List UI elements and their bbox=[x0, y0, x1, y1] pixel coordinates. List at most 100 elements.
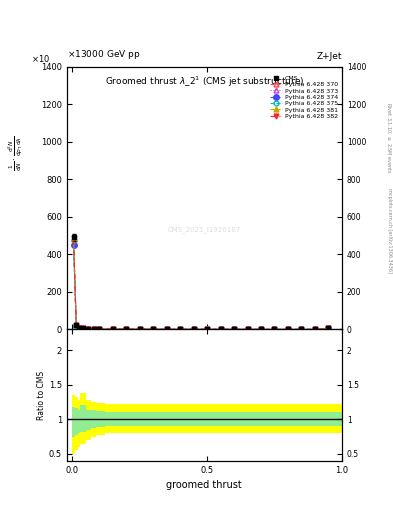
Pythia 6.428 374 bbox=[259, 326, 263, 332]
Pythia 6.428 375 bbox=[245, 326, 250, 332]
Pythia 6.428 374 bbox=[178, 326, 182, 332]
Pythia 6.428 370 bbox=[86, 326, 91, 332]
Pythia 6.428 382 bbox=[286, 326, 290, 332]
Pythia 6.428 381 bbox=[205, 326, 209, 332]
Pythia 6.428 374 bbox=[231, 326, 236, 332]
Pythia 6.428 370 bbox=[110, 326, 115, 332]
Pythia 6.428 375 bbox=[326, 326, 331, 332]
Pythia 6.428 370 bbox=[191, 326, 196, 332]
Pythia 6.428 370 bbox=[97, 326, 101, 332]
Pythia 6.428 374 bbox=[312, 326, 317, 332]
Pythia 6.428 374 bbox=[124, 326, 129, 332]
Pythia 6.428 374 bbox=[299, 326, 304, 332]
Text: Rivet 3.1.10, $\geq$ 2.5M events: Rivet 3.1.10, $\geq$ 2.5M events bbox=[385, 102, 393, 174]
Pythia 6.428 381 bbox=[312, 326, 317, 332]
Pythia 6.428 374 bbox=[81, 326, 85, 332]
Pythia 6.428 375 bbox=[77, 325, 81, 331]
Pythia 6.428 375 bbox=[97, 326, 101, 332]
Pythia 6.428 374 bbox=[92, 326, 96, 332]
Pythia 6.428 381 bbox=[299, 326, 304, 332]
Pythia 6.428 382 bbox=[81, 326, 85, 332]
Pythia 6.428 382 bbox=[86, 326, 91, 332]
Pythia 6.428 381 bbox=[286, 326, 290, 332]
Pythia 6.428 370 bbox=[81, 326, 85, 332]
Pythia 6.428 374 bbox=[86, 326, 91, 332]
Pythia 6.428 375 bbox=[272, 326, 277, 332]
Pythia 6.428 381 bbox=[110, 326, 115, 332]
Pythia 6.428 373 bbox=[151, 326, 156, 332]
Pythia 6.428 382 bbox=[259, 326, 263, 332]
Pythia 6.428 373 bbox=[86, 326, 91, 332]
Pythia 6.428 370 bbox=[245, 326, 250, 332]
Pythia 6.428 375 bbox=[164, 326, 169, 332]
Pythia 6.428 373 bbox=[97, 326, 101, 332]
Pythia 6.428 374 bbox=[77, 325, 81, 331]
Pythia 6.428 370 bbox=[92, 326, 96, 332]
Pythia 6.428 381 bbox=[81, 326, 85, 332]
Pythia 6.428 375 bbox=[231, 326, 236, 332]
Pythia 6.428 374 bbox=[245, 326, 250, 332]
Pythia 6.428 382 bbox=[151, 326, 156, 332]
Line: Pythia 6.428 375: Pythia 6.428 375 bbox=[71, 238, 331, 332]
Pythia 6.428 374 bbox=[74, 323, 79, 329]
Pythia 6.428 370 bbox=[164, 326, 169, 332]
Pythia 6.428 382 bbox=[74, 322, 79, 328]
Pythia 6.428 381 bbox=[124, 326, 129, 332]
Pythia 6.428 375 bbox=[191, 326, 196, 332]
Pythia 6.428 382 bbox=[272, 326, 277, 332]
Pythia 6.428 373 bbox=[124, 326, 129, 332]
Line: Pythia 6.428 374: Pythia 6.428 374 bbox=[71, 242, 331, 332]
Pythia 6.428 370 bbox=[137, 326, 142, 332]
Text: mcplots.cern.ch [arXiv:1306.3436]: mcplots.cern.ch [arXiv:1306.3436] bbox=[387, 188, 391, 273]
Pythia 6.428 381 bbox=[71, 236, 76, 242]
X-axis label: groomed thrust: groomed thrust bbox=[167, 480, 242, 490]
Pythia 6.428 382 bbox=[178, 326, 182, 332]
Pythia 6.428 370 bbox=[74, 322, 79, 328]
Pythia 6.428 373 bbox=[231, 326, 236, 332]
Pythia 6.428 381 bbox=[74, 322, 79, 328]
Pythia 6.428 373 bbox=[286, 326, 290, 332]
Pythia 6.428 375 bbox=[137, 326, 142, 332]
Pythia 6.428 370 bbox=[272, 326, 277, 332]
Pythia 6.428 375 bbox=[74, 323, 79, 329]
Pythia 6.428 373 bbox=[259, 326, 263, 332]
Pythia 6.428 381 bbox=[231, 326, 236, 332]
Pythia 6.428 373 bbox=[164, 326, 169, 332]
Pythia 6.428 375 bbox=[110, 326, 115, 332]
Pythia 6.428 375 bbox=[151, 326, 156, 332]
Line: Pythia 6.428 373: Pythia 6.428 373 bbox=[71, 237, 331, 332]
Pythia 6.428 370 bbox=[259, 326, 263, 332]
Pythia 6.428 374 bbox=[71, 242, 76, 248]
Pythia 6.428 381 bbox=[97, 326, 101, 332]
Pythia 6.428 382 bbox=[92, 326, 96, 332]
Pythia 6.428 382 bbox=[299, 326, 304, 332]
Pythia 6.428 370 bbox=[312, 326, 317, 332]
Pythia 6.428 375 bbox=[286, 326, 290, 332]
Pythia 6.428 375 bbox=[299, 326, 304, 332]
Pythia 6.428 381 bbox=[164, 326, 169, 332]
Pythia 6.428 382 bbox=[164, 326, 169, 332]
Pythia 6.428 373 bbox=[74, 322, 79, 328]
Pythia 6.428 373 bbox=[312, 326, 317, 332]
Pythia 6.428 374 bbox=[286, 326, 290, 332]
Pythia 6.428 382 bbox=[137, 326, 142, 332]
Pythia 6.428 373 bbox=[191, 326, 196, 332]
Text: Groomed thrust $\lambda\_2^1$ (CMS jet substructure): Groomed thrust $\lambda\_2^1$ (CMS jet s… bbox=[105, 74, 304, 89]
Pythia 6.428 381 bbox=[178, 326, 182, 332]
Pythia 6.428 373 bbox=[71, 236, 76, 242]
Pythia 6.428 375 bbox=[259, 326, 263, 332]
Pythia 6.428 381 bbox=[137, 326, 142, 332]
Pythia 6.428 375 bbox=[81, 326, 85, 332]
Pythia 6.428 370 bbox=[326, 325, 331, 331]
Pythia 6.428 382 bbox=[231, 326, 236, 332]
Text: $\times$13000 GeV pp: $\times$13000 GeV pp bbox=[67, 49, 140, 61]
Pythia 6.428 373 bbox=[110, 326, 115, 332]
Pythia 6.428 382 bbox=[326, 325, 331, 331]
Pythia 6.428 381 bbox=[86, 326, 91, 332]
Pythia 6.428 382 bbox=[124, 326, 129, 332]
Pythia 6.428 370 bbox=[151, 326, 156, 332]
Pythia 6.428 373 bbox=[77, 325, 81, 331]
Pythia 6.428 373 bbox=[218, 326, 223, 332]
Y-axis label: Ratio to CMS: Ratio to CMS bbox=[37, 371, 46, 420]
Pythia 6.428 373 bbox=[205, 326, 209, 332]
